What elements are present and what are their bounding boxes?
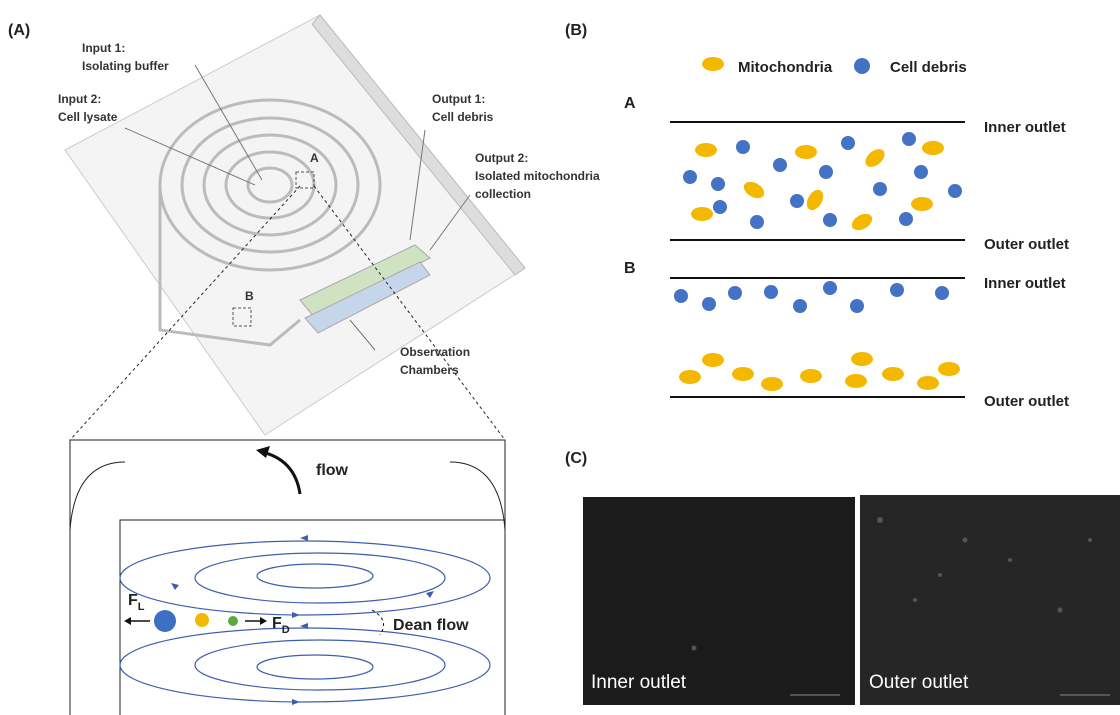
symbol: F xyxy=(128,592,138,609)
legend-label: Mitochondria xyxy=(738,59,833,76)
outlet-label: Inner outlet xyxy=(984,119,1066,136)
annotation: Output 2: xyxy=(475,151,528,165)
annotation: Isolating buffer xyxy=(82,59,169,73)
subscript: L xyxy=(138,601,145,613)
annotation: Cell debris xyxy=(432,110,494,124)
panel-label: (B) xyxy=(565,22,587,39)
outlet-label: Inner outlet xyxy=(984,275,1066,292)
page: (A) Input 1: Isolating buffer Input 2: C… xyxy=(0,0,1120,715)
annotation: Observation xyxy=(400,345,470,359)
panel-label: (A) xyxy=(8,22,30,39)
outlet-label: Outer outlet xyxy=(984,236,1069,253)
section-label: B xyxy=(624,260,636,277)
annotation: Cell lysate xyxy=(58,110,118,124)
figure: (A) Input 1: Isolating buffer Input 2: C… xyxy=(0,0,1120,715)
subscript: D xyxy=(282,624,290,636)
annotation: Input 2: xyxy=(58,92,101,106)
marker: A xyxy=(310,151,319,165)
image-caption: Inner outlet xyxy=(591,672,687,693)
legend-swatch xyxy=(854,58,870,74)
annotation: collection xyxy=(475,187,531,201)
particles xyxy=(674,132,962,391)
zoom xyxy=(70,440,505,715)
image-caption: Outer outlet xyxy=(869,672,969,693)
section-label: A xyxy=(624,95,636,112)
legend-swatch xyxy=(702,57,724,71)
annotation: Output 1: xyxy=(432,92,485,106)
symbol: F xyxy=(272,615,282,632)
annotation: Isolated mitochondria xyxy=(475,169,600,183)
legend-label: Cell debris xyxy=(890,59,967,76)
annotation: Chambers xyxy=(400,363,459,377)
panel-label: (C) xyxy=(565,450,587,467)
annotation: Dean flow xyxy=(393,617,469,634)
outlet-label: Outer outlet xyxy=(984,393,1069,410)
annotation: Input 1: xyxy=(82,41,125,55)
marker: B xyxy=(245,289,254,303)
annotation: flow xyxy=(316,462,349,479)
